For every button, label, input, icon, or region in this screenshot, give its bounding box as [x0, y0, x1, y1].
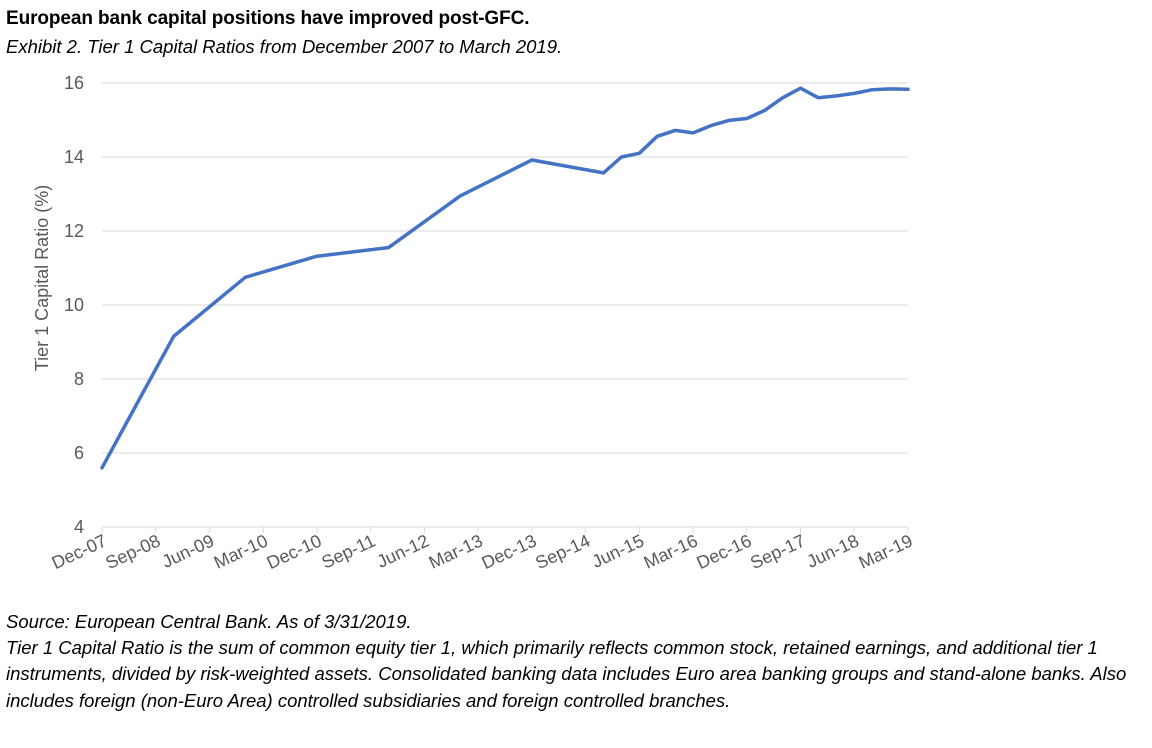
x-tick-label: Sep-08: [102, 530, 163, 573]
x-tick-label: Jun-15: [589, 530, 647, 571]
y-tick-label: 12: [64, 221, 84, 241]
x-tick-label: Jun-12: [374, 530, 432, 571]
y-tick-label: 10: [64, 295, 84, 315]
x-tick-label: Jun-09: [159, 530, 217, 571]
source-note: Source: European Central Bank. As of 3/3…: [6, 611, 412, 632]
x-tick-label: Mar-10: [211, 530, 271, 572]
footnotes: Source: European Central Bank. As of 3/3…: [6, 609, 1136, 714]
gridlines: [102, 82, 908, 454]
x-tick-label: Mar-19: [856, 530, 916, 572]
definition-note: Tier 1 Capital Ratio is the sum of commo…: [6, 637, 1127, 711]
x-tick-label: Sep-17: [747, 530, 808, 573]
y-tick-label: 4: [74, 517, 84, 537]
y-tick-label: 6: [74, 443, 84, 463]
series-line-tier1-ratio: [100, 86, 910, 470]
x-tick-label: Sep-14: [532, 530, 593, 573]
x-tick-label: Mar-16: [641, 530, 701, 572]
y-axis-label: Tier 1 Capital Ratio (%): [32, 185, 52, 371]
y-tick-label: 8: [74, 369, 84, 389]
line-chart: 4 6 8 10 12 14 16 Dec-07Sep-08Jun-09Mar-10Dec-…: [32, 73, 916, 573]
chart-title: European bank capital positions have imp…: [6, 8, 530, 29]
chart-subtitle: Exhibit 2. Tier 1 Capital Ratios from De…: [6, 36, 563, 57]
x-tick-label: Sep-11: [319, 530, 379, 572]
y-tick-label: 16: [64, 73, 84, 93]
y-tick-label: 14: [64, 147, 84, 167]
x-tick-labels: Dec-07Sep-08Jun-09Mar-10Dec-10Sep-11Jun-…: [49, 527, 916, 573]
x-tick-label: Dec-13: [479, 530, 540, 573]
x-tick-label: Mar-13: [426, 530, 486, 572]
x-tick-label: Jun-18: [804, 530, 862, 571]
y-tick-labels: 4 6 8 10 12 14 16: [64, 73, 84, 537]
x-tick-label: Dec-10: [264, 530, 325, 573]
x-tick-label: Dec-16: [693, 530, 754, 573]
